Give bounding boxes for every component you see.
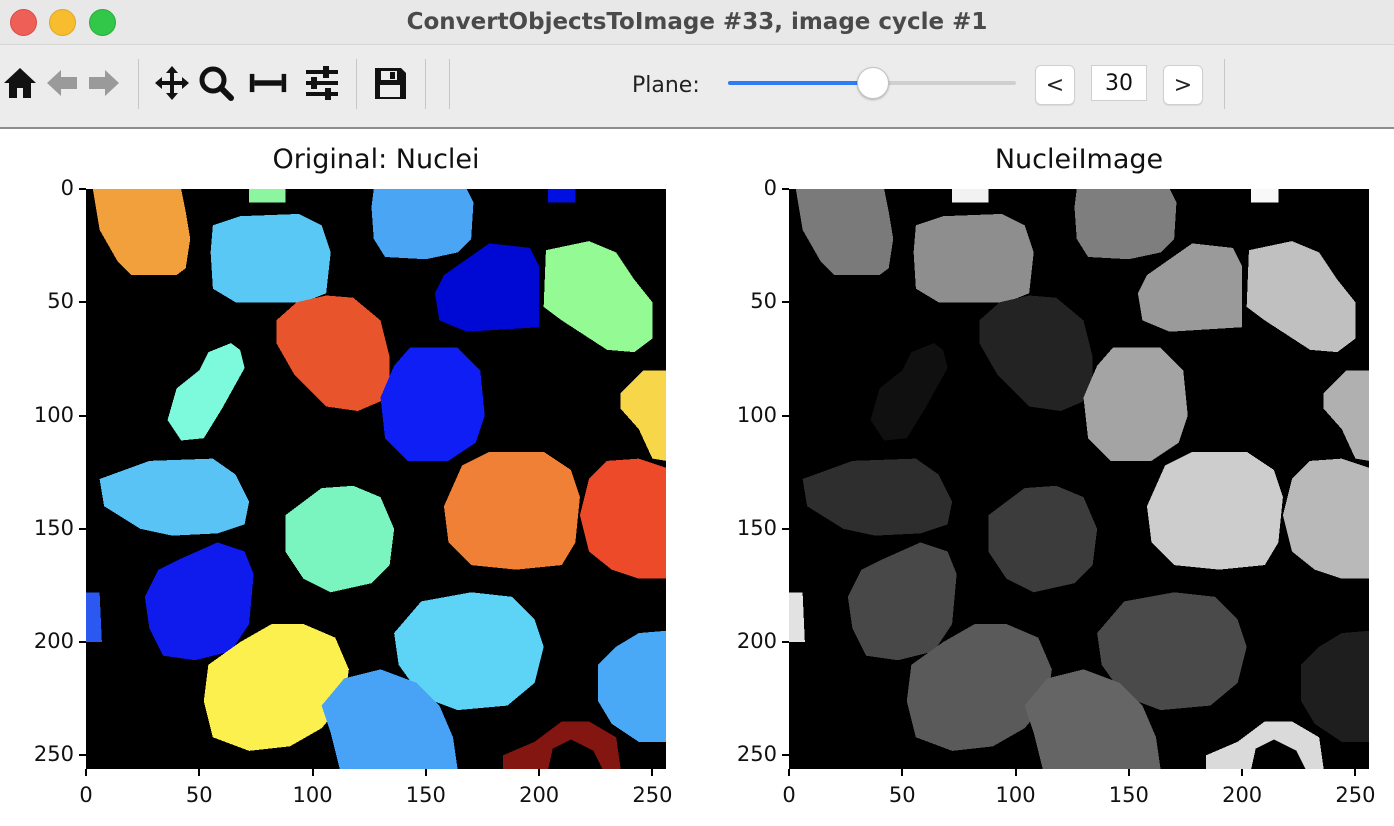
y-tick-label: 150 [717, 516, 777, 540]
toolbar-separator [449, 59, 450, 109]
y-tick-label: 200 [14, 629, 74, 653]
x-tick-label: 250 [1325, 783, 1385, 807]
y-tick-label: 250 [14, 742, 74, 766]
y-tick-mark [79, 754, 86, 756]
home-icon[interactable] [0, 63, 40, 103]
x-tick-label: 200 [1212, 783, 1272, 807]
nucleus-object-2 [211, 214, 331, 302]
y-tick-label: 0 [717, 176, 777, 200]
plane-label: Plane: [632, 73, 700, 98]
nucleus-object-3 [1074, 189, 1176, 259]
y-tick-mark [782, 188, 789, 190]
original-nuclei-image[interactable] [86, 189, 666, 769]
nucleus-object-12 [1147, 452, 1283, 570]
nucleus-object-21 [249, 189, 285, 203]
x-tick-mark [1354, 769, 1356, 776]
toolbar-separator [356, 59, 357, 109]
x-tick-label: 0 [56, 783, 116, 807]
x-tick-mark [1128, 769, 1130, 776]
x-tick-label: 150 [396, 783, 456, 807]
y-tick-mark [782, 641, 789, 643]
left-panel-title: Original: Nuclei [86, 144, 666, 175]
x-tick-mark [1241, 769, 1243, 776]
next-plane-button[interactable]: > [1163, 65, 1203, 105]
nucleus-object-3 [371, 189, 473, 259]
y-tick-label: 100 [717, 403, 777, 427]
right-panel-title: NucleiImage [789, 144, 1369, 175]
configure-icon[interactable] [302, 63, 342, 103]
plot-toolbar: Plane: < > [0, 45, 1394, 129]
x-tick-mark [901, 769, 903, 776]
back-arrow-icon[interactable] [42, 63, 82, 103]
x-tick-mark [85, 769, 87, 776]
plane-slider[interactable] [728, 79, 1016, 87]
nucleus-object-22 [548, 189, 575, 203]
x-tick-label: 50 [872, 783, 932, 807]
nucleus-object-2 [914, 214, 1034, 302]
x-tick-label: 100 [986, 783, 1046, 807]
x-tick-label: 250 [622, 783, 682, 807]
zoom-icon[interactable] [196, 63, 236, 103]
y-tick-label: 50 [14, 289, 74, 313]
nucleus-object-20 [86, 592, 102, 642]
y-tick-mark [782, 754, 789, 756]
x-tick-label: 100 [283, 783, 343, 807]
x-tick-mark [651, 769, 653, 776]
x-tick-mark [1015, 769, 1017, 776]
nucleus-object-22 [1251, 189, 1278, 203]
x-tick-mark [788, 769, 790, 776]
subplots-icon[interactable] [248, 63, 288, 103]
plane-slider-thumb[interactable] [857, 67, 889, 99]
title-bar: ConvertObjectsToImage #33, image cycle #… [0, 0, 1394, 45]
pan-icon[interactable] [152, 63, 192, 103]
y-tick-mark [782, 301, 789, 303]
x-tick-mark [198, 769, 200, 776]
save-icon[interactable] [370, 63, 410, 103]
nucleus-object-21 [952, 189, 988, 203]
y-tick-mark [79, 415, 86, 417]
y-tick-mark [782, 415, 789, 417]
y-tick-mark [79, 301, 86, 303]
y-tick-label: 100 [14, 403, 74, 427]
nucleus-object-20 [789, 592, 805, 642]
toolbar-separator [138, 59, 139, 109]
nucleus-object-8 [1084, 348, 1188, 461]
x-tick-label: 50 [169, 783, 229, 807]
y-tick-label: 250 [717, 742, 777, 766]
y-tick-mark [79, 641, 86, 643]
y-tick-mark [79, 188, 86, 190]
prev-plane-button[interactable]: < [1035, 65, 1075, 105]
nucleus-object-8 [381, 348, 485, 461]
plane-number-input[interactable] [1091, 65, 1147, 101]
x-tick-mark [425, 769, 427, 776]
y-tick-label: 200 [717, 629, 777, 653]
x-tick-label: 200 [509, 783, 569, 807]
y-tick-mark [79, 528, 86, 530]
x-tick-label: 150 [1099, 783, 1159, 807]
x-tick-mark [538, 769, 540, 776]
toolbar-separator [425, 59, 426, 109]
forward-arrow-icon[interactable] [84, 63, 124, 103]
x-tick-label: 0 [759, 783, 819, 807]
y-tick-label: 0 [14, 176, 74, 200]
nucleus-object-12 [444, 452, 580, 570]
plane-slider-fill [728, 81, 872, 85]
y-tick-label: 150 [14, 516, 74, 540]
x-tick-mark [312, 769, 314, 776]
window-title: ConvertObjectsToImage #33, image cycle #… [0, 9, 1394, 35]
toolbar-separator [1224, 59, 1225, 109]
nuclei-image[interactable] [789, 189, 1369, 769]
y-tick-label: 50 [717, 289, 777, 313]
y-tick-mark [782, 528, 789, 530]
